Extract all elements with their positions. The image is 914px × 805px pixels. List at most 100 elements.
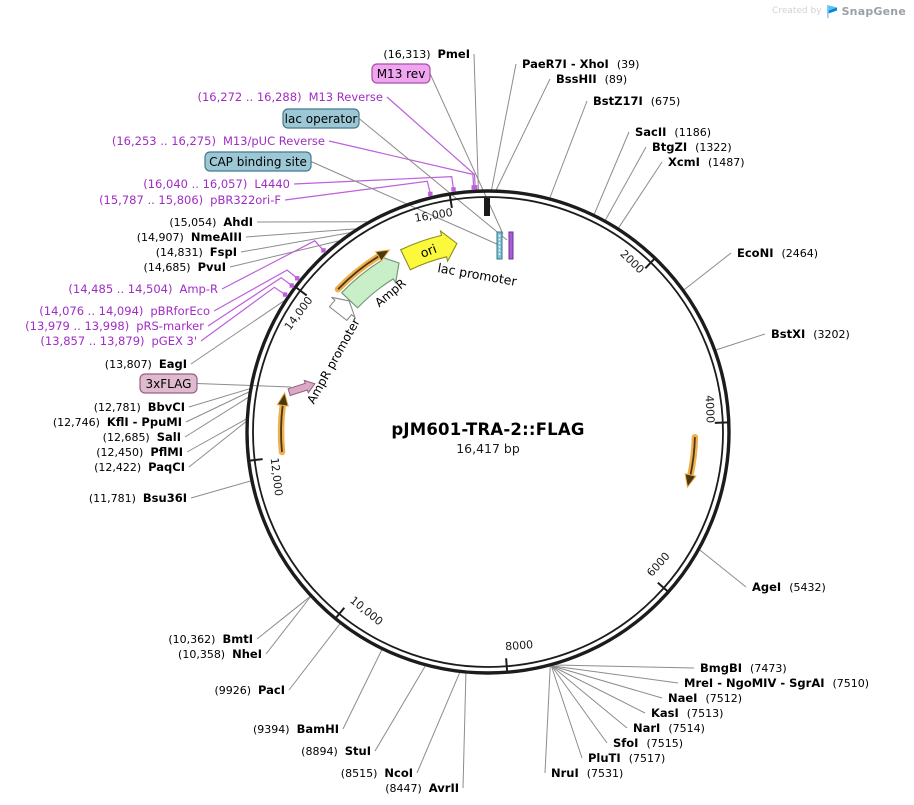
leader-line-3xflag xyxy=(196,383,292,388)
origin-marker xyxy=(484,198,490,216)
site-label-nmeaiii: (14,907) NmeAIII xyxy=(137,230,242,244)
site-label-kfli-ppumi: (12,746) KflI - PpuMI xyxy=(53,415,182,429)
tick-2000 xyxy=(644,257,656,269)
plasmid-length: 16,417 bp xyxy=(456,441,520,456)
tick-label-4000: 4000 xyxy=(703,395,717,423)
site-label-paqci: (12,422) PaqCI xyxy=(94,460,185,474)
leader-line-pvui xyxy=(229,240,339,268)
tick-6000 xyxy=(657,581,669,593)
leader-line-prs-marker xyxy=(207,276,293,327)
site-label-sfoi: SfoI (7515) xyxy=(613,736,683,750)
site-label-avrii: (8447) AvrII xyxy=(385,781,459,795)
primer-label-amp-r: (14,485 .. 14,504) Amp-R xyxy=(68,282,218,296)
feature-box-label-m13-rev: M13 rev xyxy=(377,67,426,81)
primer-mark-amp-r xyxy=(321,248,326,253)
site-label-nrui: NruI (7531) xyxy=(551,766,623,780)
site-label-pmei: (16,313) PmeI xyxy=(383,47,470,61)
leader-line-agei xyxy=(699,549,747,588)
leader-line-ncoi xyxy=(416,672,461,774)
snapgene-logo-icon xyxy=(826,5,837,18)
site-label-pflmi: (12,450) PflMI xyxy=(96,445,183,459)
leader-line-econi xyxy=(683,252,732,290)
tick-label-10000: 10,000 xyxy=(347,594,385,628)
tick-label-16000: 16,000 xyxy=(414,206,454,225)
leader-line-bamhi xyxy=(342,649,383,730)
site-label-paer7i-xhoi: PaeR7I - XhoI (39) xyxy=(522,57,639,71)
site-label-btgzi: BtgZI (1322) xyxy=(652,140,732,154)
tick-label-2000: 2000 xyxy=(617,247,646,276)
leader-line-sfoi xyxy=(551,665,608,744)
plasmid-backbone-outer xyxy=(245,189,731,675)
leader-line-naei xyxy=(551,665,663,699)
site-label-bsshii: BssHII (89) xyxy=(556,72,627,86)
leader-line-nhei xyxy=(265,596,311,655)
site-label-xcmi: XcmI (1487) xyxy=(668,155,745,169)
site-label-econi: EcoNI (2464) xyxy=(737,246,818,260)
site-label-ahdi: (15,054) AhdI xyxy=(169,215,253,229)
feature-arrow-gene-arrow-right-head xyxy=(684,473,697,489)
feature-arrow-ori xyxy=(399,229,458,271)
leader-line-bmgbi xyxy=(555,664,695,669)
leader-line-pmei xyxy=(473,53,479,190)
leader-line-paqci xyxy=(188,421,247,468)
leader-line-pgex-3 xyxy=(200,286,287,342)
plasmid-backbone-inner xyxy=(252,196,724,668)
site-label-bmgbi: BmgBI (7473) xyxy=(700,661,787,675)
leader-line-bstz17i xyxy=(549,100,588,198)
tick-14000 xyxy=(294,286,308,297)
leader-line-nrui xyxy=(544,666,551,774)
feature-arrow-3xflag xyxy=(287,379,316,397)
site-label-paci: (9926) PacI xyxy=(214,683,285,697)
feature-box-label-lac-operator: lac operator xyxy=(285,112,358,126)
primer-label-pbr322ori-f: (15,787 .. 15,806) pBR322ori-F xyxy=(99,193,281,207)
leader-line-m13-reverse xyxy=(386,96,476,189)
leader-line-sacii xyxy=(593,131,630,215)
site-label-bbvci: (12,781) BbvCI xyxy=(94,400,185,414)
feature-box-label-3xflag: 3xFLAG xyxy=(146,377,192,391)
leader-line-bsshii xyxy=(495,78,551,190)
tick-10000 xyxy=(334,607,346,620)
leader-line-bsu36i xyxy=(190,480,251,499)
feature-box-label-cap-binding-site: CAP binding site xyxy=(209,155,307,169)
leader-line-kfli-ppumi xyxy=(185,391,250,423)
leader-line-kasi xyxy=(551,665,646,714)
leader-line-pbr322ori-f xyxy=(284,180,432,201)
watermark-brand: SnapGene xyxy=(841,4,906,18)
leader-line-fspi xyxy=(240,232,350,253)
tick-label-12000: 12,000 xyxy=(268,457,286,497)
primer-label-m13-puc-reverse: (16,253 .. 16,275) M13/pUC Reverse xyxy=(112,134,325,148)
feature-label-ori: ori xyxy=(418,241,439,261)
feature-box-m13-rev xyxy=(371,63,431,84)
primer-mark-pbr322ori-f xyxy=(428,191,433,197)
tick-16000 xyxy=(448,193,453,209)
primer-mark-l4440 xyxy=(451,187,456,192)
primer-mark-pbrforeco xyxy=(295,276,300,281)
leader-line-nari xyxy=(551,665,628,729)
leader-line-pbrforeco xyxy=(213,269,299,312)
primer-mark-pgex-3 xyxy=(282,292,288,297)
site-label-sacii: SacII (1186) xyxy=(635,125,711,139)
primer-label-prs-marker: (13,979 .. 13,998) pRS-marker xyxy=(25,319,204,333)
leader-line-pflmi xyxy=(186,418,247,453)
primer-mark-m13-puc-reverse xyxy=(471,185,476,190)
site-label-bstxi: BstXI (3202) xyxy=(771,327,850,341)
primer-label-m13-reverse: (16,272 .. 16,288) M13 Reverse xyxy=(197,90,383,104)
site-label-agei: AgeI (5432) xyxy=(752,580,826,594)
leader-line-stui xyxy=(374,665,426,752)
site-label-bstz17i: BstZ17I (675) xyxy=(593,94,680,108)
leader-line-paer7i-xhoi xyxy=(491,63,517,190)
watermark-created-by: Created by xyxy=(772,6,822,16)
site-label-nhei: (10,358) NheI xyxy=(178,647,262,661)
site-label-ncoi: (8515) NcoI xyxy=(341,766,413,780)
site-label-fspi: (14,831) FspI xyxy=(156,245,237,259)
leader-line-lac-operator xyxy=(358,118,508,241)
site-label-eagi: (13,807) EagI xyxy=(105,357,187,371)
leader-line-sali xyxy=(184,397,249,438)
site-label-stui: (8894) StuI xyxy=(301,744,371,758)
feature-label-ampr-promoter: AmpR promoter xyxy=(304,316,363,406)
feature-arrow-gene-arrow-upper-head xyxy=(374,249,391,262)
tick-8000 xyxy=(505,658,509,673)
leader-line-xcmi xyxy=(618,161,663,228)
leader-line-m13-rev xyxy=(429,73,504,235)
